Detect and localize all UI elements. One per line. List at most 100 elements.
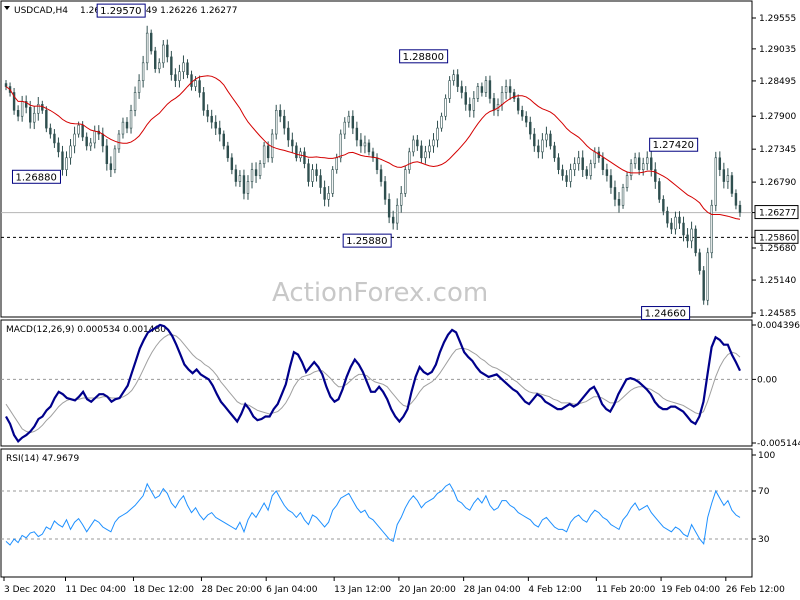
price-tick-label: 1.27900 [759, 112, 796, 122]
candle-body [404, 169, 407, 194]
candle-body [714, 157, 717, 206]
candle-body [444, 98, 447, 117]
candle-body [129, 109, 133, 129]
annotation-box [96, 3, 146, 18]
candle-body [266, 145, 270, 159]
candle-body [706, 252, 709, 301]
candle-body [166, 44, 169, 58]
candle-body [395, 204, 399, 224]
macd-tick-label: 0.00 [757, 375, 777, 385]
menu-triangle-icon[interactable] [4, 6, 10, 10]
candle-body [557, 157, 560, 170]
candle-body [472, 98, 476, 111]
candle-body [145, 32, 149, 64]
candle-body [287, 127, 290, 141]
candle-body [460, 86, 463, 93]
candle-body [137, 80, 141, 93]
candle-body [355, 127, 359, 141]
candle-body [214, 121, 217, 129]
annotation-box [649, 137, 699, 152]
candle-body [279, 109, 282, 117]
candle-body [149, 32, 153, 52]
candle-body [379, 169, 383, 182]
candle-body [323, 187, 326, 200]
candle-body [589, 163, 592, 176]
price-axis: 1.29555 1.29035 1.28495 1.27900 1.27345 1.267… [752, 14, 799, 319]
annotation-label: 1.27420 [653, 140, 694, 151]
candle-body [29, 107, 32, 123]
candle-body [275, 109, 278, 135]
macd-axis: 0.004396 0.00 -0.005144 [752, 321, 800, 449]
watermark-text: ActionForex.com [272, 278, 488, 308]
candle-body [436, 127, 439, 141]
candle-body [351, 115, 355, 129]
candle-body [500, 92, 504, 105]
price-tag-box [754, 229, 799, 244]
candle-body [666, 210, 669, 224]
candle-body [633, 157, 637, 165]
symbol-label: USDCAD,H4 [14, 6, 68, 16]
candle-body [210, 115, 213, 123]
candle-body [335, 157, 338, 170]
candle-body [456, 74, 459, 87]
rsi-tick-label: 70 [758, 487, 770, 497]
candle-body [408, 151, 411, 170]
candle-body [12, 92, 16, 111]
candle-body [291, 139, 294, 147]
annotation-box [11, 169, 61, 184]
candle-body [53, 133, 56, 144]
candle-body [327, 193, 330, 200]
candle-body [125, 121, 129, 129]
price-tick-label: 1.25680 [759, 244, 796, 254]
candle-body [307, 163, 310, 182]
candle-body [521, 109, 524, 117]
candle-body [347, 115, 351, 123]
candle-body [234, 169, 238, 182]
macd-lines [1, 323, 752, 443]
candle-body [690, 228, 693, 242]
candle-body [339, 133, 342, 159]
candle-body [113, 148, 117, 170]
candle-body [141, 62, 145, 81]
candle-body [516, 98, 520, 111]
candle-body [601, 157, 605, 170]
candle-body [686, 234, 689, 242]
price-tick-label: 1.28495 [759, 77, 796, 87]
candle-body [533, 133, 536, 147]
candle-body [710, 204, 713, 254]
candle-body [670, 222, 673, 230]
candle-body [565, 175, 568, 182]
candle-body [646, 157, 649, 165]
candle-body [238, 175, 242, 182]
candle-body [33, 112, 36, 123]
candle-body [658, 181, 661, 200]
candle-body [537, 145, 540, 153]
candle-body [593, 151, 597, 165]
candle-body [448, 80, 451, 99]
candle-body [637, 157, 641, 170]
rsi-tick-label: 100 [758, 451, 775, 461]
candle-body [609, 175, 613, 188]
price-tick-label: 1.26277 [759, 209, 796, 219]
candle-body [738, 204, 742, 213]
candle-body [182, 62, 185, 73]
candle-body [77, 124, 80, 135]
candle-body [20, 101, 24, 117]
candle-body [718, 157, 722, 170]
candle-body [678, 216, 681, 224]
candle-body [69, 145, 72, 159]
candle-body [121, 121, 125, 135]
time-tick-label: 28 Dec 20:00 [201, 585, 262, 595]
candle-body [375, 157, 379, 170]
candle-body [391, 216, 395, 224]
time-tick-label: 18 Dec 12:00 [133, 585, 194, 595]
candle-body [387, 199, 391, 218]
candle-body [585, 169, 588, 176]
candle-body [625, 175, 629, 188]
candle-body [654, 169, 657, 182]
time-tick-label: 3 Dec 2020 [4, 585, 56, 595]
time-tick-label: 26 Feb 12:00 [726, 585, 785, 595]
candle-body [16, 109, 20, 117]
candle-body [178, 71, 181, 81]
candle-body [222, 133, 225, 147]
